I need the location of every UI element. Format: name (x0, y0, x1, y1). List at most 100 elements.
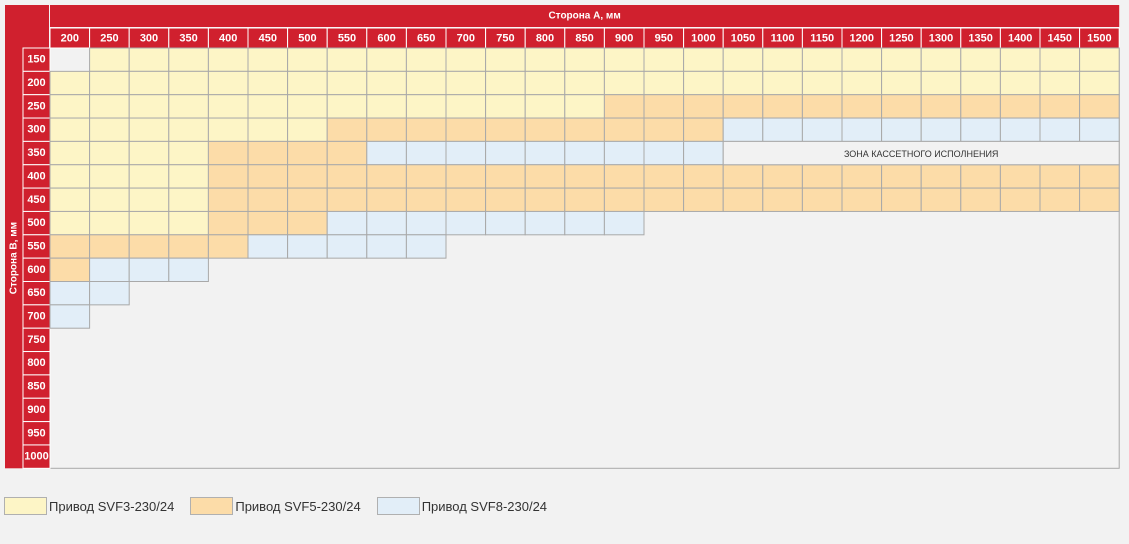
cell-1000x450 (683, 187, 724, 212)
cell-1400x250 (999, 94, 1041, 119)
cell-450x250 (247, 94, 289, 119)
cell-300x150 (128, 47, 170, 72)
cell-1050x200 (722, 70, 764, 96)
col-header-label: 950 (655, 33, 673, 45)
cell-1500x450 (1079, 187, 1120, 212)
col-header-label: 700 (457, 33, 475, 45)
header-corner (5, 5, 49, 48)
cell-650x550 (405, 234, 447, 259)
cell-950x300 (643, 117, 685, 142)
cell-300x300 (128, 117, 170, 142)
col-header-label: 500 (298, 33, 316, 45)
row-header-label: 200 (27, 77, 45, 89)
cell-300x600 (128, 257, 170, 282)
col-header-label: 750 (496, 33, 514, 45)
cell-800x450 (524, 187, 566, 212)
row-header-label: 1000 (24, 451, 48, 463)
row-header-label: 250 (27, 100, 45, 112)
cell-750x300 (485, 117, 526, 142)
cell-1250x250 (881, 94, 922, 119)
col-header-label: 1250 (889, 33, 913, 45)
cell-200x300 (49, 117, 91, 142)
cell-400x550 (207, 234, 249, 259)
cell-1200x450 (841, 187, 883, 212)
cell-1300x300 (920, 117, 962, 142)
cell-400x200 (207, 70, 249, 96)
cell-800x500 (524, 210, 566, 236)
cell-450x400 (247, 164, 289, 189)
cell-1150x250 (801, 94, 843, 119)
cell-350x600 (168, 257, 209, 282)
legend-swatch-svf5 (190, 497, 234, 515)
cell-850x150 (564, 47, 605, 72)
cell-600x450 (366, 187, 407, 212)
cell-350x350 (168, 140, 209, 166)
cell-1200x300 (841, 117, 883, 142)
cell-950x150 (643, 47, 685, 72)
cell-1500x150 (1079, 47, 1120, 72)
cell-1100x250 (762, 94, 803, 119)
cell-1450x150 (1039, 47, 1081, 72)
cell-1350x250 (960, 94, 1001, 119)
cell-950x450 (643, 187, 685, 212)
cell-550x150 (326, 47, 368, 72)
cell-950x350 (643, 140, 685, 166)
cell-250x250 (89, 94, 130, 119)
row-header-label: 750 (27, 334, 45, 346)
cell-500x400 (287, 164, 328, 189)
cell-650x150 (405, 47, 447, 72)
cell-550x550 (326, 234, 368, 259)
cell-200x500 (49, 210, 91, 236)
cell-1000x350 (683, 140, 724, 166)
legend-label-svf8: Привод SVF8-230/24 (421, 498, 548, 514)
row-header-label: 600 (27, 264, 45, 276)
cell-1300x400 (920, 164, 962, 189)
cell-500x500 (287, 210, 328, 236)
cell-1000x250 (683, 94, 724, 119)
y-axis-title: Сторона В, мм (9, 222, 20, 294)
cell-600x300 (366, 117, 407, 142)
cell-850x500 (564, 210, 605, 236)
cell-300x250 (128, 94, 170, 119)
col-header-label: 650 (417, 33, 435, 45)
row-header-label: 300 (27, 124, 45, 136)
cell-350x400 (168, 164, 209, 189)
cell-900x200 (603, 70, 645, 96)
col-header-label: 1100 (771, 33, 795, 45)
cell-1050x400 (722, 164, 764, 189)
cell-1450x300 (1039, 117, 1081, 142)
cell-450x500 (247, 210, 289, 236)
cell-250x200 (89, 70, 130, 96)
cell-550x250 (326, 94, 368, 119)
legend-swatch-svf3 (4, 497, 47, 515)
cell-650x350 (405, 140, 447, 166)
legend-item-svf3: Привод SVF3-230/24 (4, 497, 174, 515)
cell-800x200 (524, 70, 566, 96)
cell-1200x400 (841, 164, 883, 189)
cell-550x200 (326, 70, 368, 96)
cell-350x450 (168, 187, 209, 212)
cell-750x150 (485, 47, 526, 72)
cell-900x300 (603, 117, 645, 142)
cell-1000x200 (683, 70, 724, 96)
row-header-label: 700 (27, 311, 45, 323)
cell-1100x450 (762, 187, 803, 212)
col-header-label: 1450 (1048, 33, 1072, 45)
cassette-zone-cell (722, 140, 1120, 166)
legend-item-svf5: Привод SVF5-230/24 (190, 497, 361, 515)
cell-400x450 (207, 187, 249, 212)
cell-1250x200 (881, 70, 922, 96)
legend-label-svf5: Привод SVF5-230/24 (235, 498, 361, 514)
cell-700x500 (445, 210, 487, 236)
cell-700x400 (445, 164, 487, 189)
cell-750x500 (485, 210, 526, 236)
cell-1250x450 (881, 187, 922, 212)
cell-600x550 (366, 234, 407, 259)
cell-650x300 (405, 117, 447, 142)
cell-200x250 (49, 94, 91, 119)
cell-900x500 (603, 210, 645, 236)
cell-650x200 (405, 70, 447, 96)
cell-1100x300 (762, 117, 803, 142)
cell-1300x150 (920, 47, 962, 72)
cell-1000x150 (683, 47, 724, 72)
